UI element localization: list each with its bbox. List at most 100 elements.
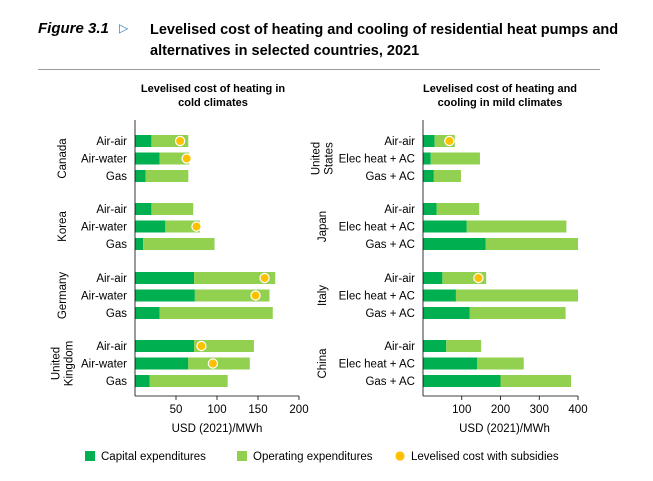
bar-operating: [466, 220, 567, 233]
x-tick-label: 150: [248, 404, 267, 416]
bar-capital: [135, 289, 195, 302]
category-label: Air-air: [384, 204, 415, 216]
subsidy-marker: [473, 272, 484, 284]
chart-panel-1: Levelised cost of heating in cold climate…: [51, 83, 309, 435]
group-label-line: United: [311, 142, 323, 175]
group-label: Korea: [57, 211, 69, 242]
x-axis-title: USD (2021)/MWh: [172, 423, 263, 435]
legend-swatch-subsidy: [395, 451, 405, 461]
bar-operating: [477, 357, 524, 370]
chart-title-line: cold climates: [178, 97, 248, 109]
legend-label: Operating expenditures: [253, 451, 373, 463]
bar-capital: [423, 238, 486, 250]
bar-capital: [423, 170, 434, 182]
category-label: Gas + AC: [365, 376, 415, 388]
bar-capital: [423, 220, 467, 233]
category-label: Air-air: [96, 136, 127, 148]
subsidy-marker: [196, 340, 207, 352]
bar-capital: [423, 375, 501, 387]
category-label: Air-water: [81, 359, 127, 371]
category-label: Elec heat + AC: [339, 222, 415, 234]
legend-swatch-operating: [237, 451, 247, 461]
bar-capital: [135, 238, 144, 250]
category-label: Gas + AC: [365, 239, 415, 251]
category-label: Elec heat + AC: [339, 154, 415, 166]
legend-swatch-capital: [85, 451, 95, 461]
group-label: UnitedKingdom: [51, 341, 76, 386]
x-tick-label: 200: [289, 404, 308, 416]
group-label: Germany: [57, 272, 69, 320]
bar-capital: [135, 203, 152, 215]
bar-capital: [135, 375, 150, 387]
bar-capital: [423, 152, 431, 165]
bar-operating: [149, 375, 228, 387]
category-label: Air-air: [96, 341, 127, 353]
group-label: Canada: [57, 138, 69, 179]
bar-operating: [188, 357, 250, 370]
category-label: Air-water: [81, 291, 127, 303]
category-label: Air-water: [81, 222, 127, 234]
bar-capital: [423, 203, 437, 215]
bar-operating: [159, 307, 273, 319]
category-label: Gas + AC: [365, 308, 415, 320]
bar-operating: [194, 340, 254, 352]
subsidy-marker: [174, 135, 186, 147]
category-label: Air-water: [81, 154, 127, 166]
category-label: Gas: [106, 239, 127, 251]
chart-title-line: Levelised cost of heating and: [423, 83, 577, 95]
x-tick-label: 50: [170, 404, 183, 416]
figure-title: Levelised cost of heating and cooling of…: [150, 22, 619, 59]
group-label-line: States: [324, 142, 336, 175]
x-tick-label: 300: [530, 404, 549, 416]
bar-capital: [423, 289, 456, 302]
x-tick-label: 100: [452, 404, 471, 416]
bar-operating: [433, 170, 461, 182]
bar-operating: [436, 203, 480, 215]
group-label-line: Kingdom: [64, 341, 76, 386]
bar-capital: [423, 357, 478, 370]
legend-label: Capital expenditures: [101, 451, 206, 463]
bar-capital: [135, 307, 160, 319]
bar-capital: [423, 135, 435, 147]
subsidy-marker: [250, 290, 261, 301]
category-label: Air-air: [96, 273, 127, 285]
category-label: Gas: [106, 376, 127, 388]
group-label-line: China: [317, 348, 329, 379]
figure-arrow-icon: ▷: [119, 21, 129, 35]
group-label-line: Canada: [57, 138, 69, 179]
bar-operating: [143, 238, 215, 250]
group-label: China: [317, 348, 329, 379]
bar-operating: [446, 340, 482, 352]
bar-capital: [135, 152, 160, 165]
category-label: Elec heat + AC: [339, 291, 415, 303]
category-label: Elec heat + AC: [339, 359, 415, 371]
bar-operating: [500, 375, 572, 387]
bar-capital: [135, 340, 195, 352]
bar-operating: [485, 238, 578, 250]
legend-label: Levelised cost with subsidies: [411, 451, 559, 463]
category-label: Gas: [106, 171, 127, 183]
subsidy-marker: [444, 135, 455, 147]
group-label: UnitedStates: [311, 142, 336, 175]
bar-capital: [135, 357, 189, 370]
figure-header: Figure 3.1 ▷ Levelised cost of heating a…: [0, 0, 653, 70]
header-divider: [38, 69, 600, 70]
bar-operating: [159, 152, 190, 165]
category-label: Air-air: [384, 341, 415, 353]
x-tick-label: 200: [491, 404, 510, 416]
group-label: Japan: [317, 211, 329, 242]
subsidy-marker: [181, 153, 192, 164]
category-label: Air-air: [384, 273, 415, 285]
bar-operating: [151, 203, 194, 215]
bar-operating: [469, 307, 566, 319]
subsidy-marker: [191, 221, 202, 232]
bar-operating: [194, 272, 276, 284]
chart-panel-2: Levelised cost of heating and cooling in …: [311, 83, 588, 435]
x-tick-label: 400: [568, 404, 587, 416]
group-label-line: Korea: [57, 211, 69, 242]
figure-label: Figure 3.1: [38, 20, 109, 37]
group-label-line: United: [51, 347, 63, 380]
category-label: Air-air: [96, 204, 127, 216]
x-axis-title: USD (2021)/MWh: [459, 423, 550, 435]
bar-capital: [135, 220, 166, 233]
